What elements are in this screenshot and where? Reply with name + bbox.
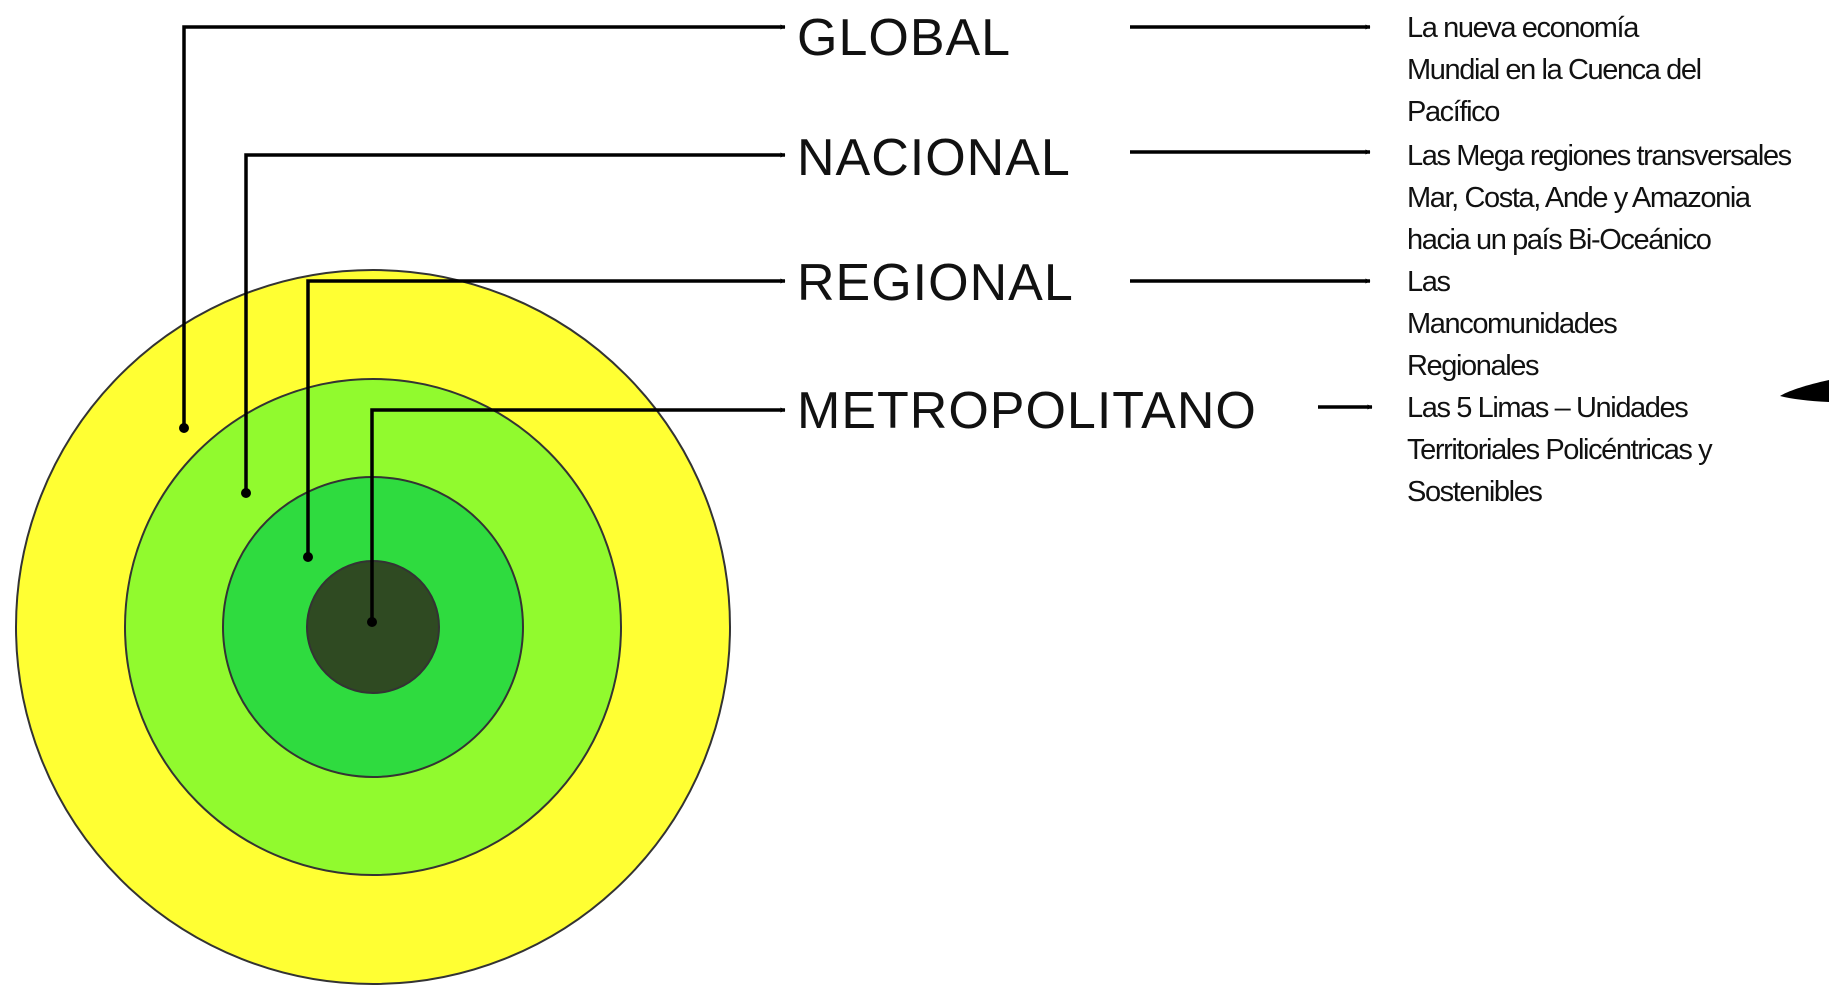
description-line: Territoriales Policéntricas y <box>1407 434 1713 466</box>
description-line: Las 5 Limas – Unidades <box>1407 392 1688 424</box>
label-nacional: NACIONAL <box>797 129 1071 187</box>
rings <box>15 269 731 985</box>
description-arrows <box>1130 24 1373 410</box>
connector-global <box>182 24 786 428</box>
description-line: Las Mega regiones transversales <box>1407 140 1792 172</box>
descriptions: La nueva economía Mundial en la Cuenca d… <box>1407 12 1797 508</box>
description-line: Regionales <box>1407 350 1539 382</box>
edge-shape <box>1780 380 1829 402</box>
connector-dot-regional <box>303 552 313 562</box>
description-line: Las <box>1407 266 1450 298</box>
description-line: hacia un país Bi-Oceánico <box>1407 224 1711 256</box>
description-metropolitano: Las 5 Limas – Unidades Territoriales Pol… <box>1407 392 1718 508</box>
description-line: Sostenibles <box>1407 476 1542 508</box>
description-nacional: Las Mega regiones transversales Mar, Cos… <box>1407 140 1797 256</box>
connector-dot-nacional <box>241 488 251 498</box>
description-line: Mancomunidades <box>1407 308 1617 340</box>
label-metropolitano: METROPOLITANO <box>797 382 1257 440</box>
connector-dot-global <box>179 423 189 433</box>
connector-nacional <box>244 152 786 493</box>
level-labels: GLOBAL NACIONAL REGIONAL METROPOLITANO <box>797 9 1257 440</box>
description-line: La nueva economía <box>1407 12 1640 44</box>
label-regional: REGIONAL <box>797 254 1074 312</box>
connector-dot-metropolitano <box>367 617 377 627</box>
connector-regional <box>306 278 786 557</box>
connector-metropolitano <box>370 407 786 622</box>
description-global: La nueva economía Mundial en la Cuenca d… <box>1407 12 1707 128</box>
description-line: Mar, Costa, Ande y Amazonia <box>1407 182 1752 214</box>
description-line: Mundial en la Cuenca del <box>1407 54 1701 86</box>
description-line: Pacífico <box>1407 96 1499 128</box>
connectors <box>179 24 786 627</box>
description-regional: Las Mancomunidades Regionales <box>1407 266 1623 382</box>
label-global: GLOBAL <box>797 9 1011 67</box>
